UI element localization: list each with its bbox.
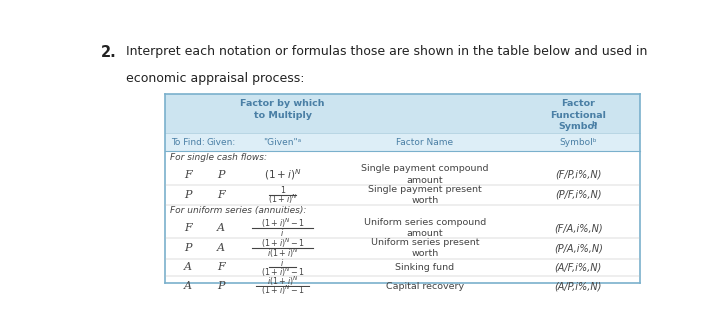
Text: Capital recovery: Capital recovery bbox=[386, 281, 464, 290]
Text: Symbolᵇ: Symbolᵇ bbox=[559, 137, 597, 147]
Text: to Multiply: to Multiply bbox=[253, 110, 312, 119]
Bar bbox=[166, 94, 639, 133]
Text: $i(1+i)^N$: $i(1+i)^N$ bbox=[266, 246, 298, 260]
Text: Functional: Functional bbox=[550, 110, 606, 119]
Text: P: P bbox=[217, 281, 225, 291]
Text: Uniform series present
worth: Uniform series present worth bbox=[371, 238, 479, 259]
Text: Given:: Given: bbox=[207, 137, 235, 147]
Text: F: F bbox=[217, 190, 225, 200]
Text: Symbol: Symbol bbox=[559, 122, 598, 131]
Text: 1: 1 bbox=[280, 185, 285, 194]
Text: (P/F,i%,N): (P/F,i%,N) bbox=[555, 190, 601, 200]
Text: F: F bbox=[217, 262, 225, 272]
Text: $(1+i)^N -1$: $(1+i)^N -1$ bbox=[261, 266, 305, 279]
Text: (A/F,i%,N): (A/F,i%,N) bbox=[554, 262, 602, 272]
Text: 2.: 2. bbox=[101, 45, 117, 60]
Text: Interpret each notation or formulas those are shown in the table below and used : Interpret each notation or formulas thos… bbox=[126, 45, 648, 58]
Bar bbox=[166, 133, 639, 151]
Text: F: F bbox=[184, 169, 192, 179]
Text: For single cash flows:: For single cash flows: bbox=[170, 153, 267, 162]
Text: Single payment present
worth: Single payment present worth bbox=[368, 185, 482, 205]
Text: Sinking fund: Sinking fund bbox=[395, 263, 454, 272]
Text: P: P bbox=[217, 169, 225, 179]
Bar bbox=[166, 94, 639, 283]
Text: Factor by which: Factor by which bbox=[240, 99, 325, 109]
Text: $(1+i)^N -1$: $(1+i)^N -1$ bbox=[261, 284, 305, 298]
Text: $i$: $i$ bbox=[280, 257, 284, 268]
Text: Single payment compound
amount: Single payment compound amount bbox=[361, 165, 489, 185]
Text: (F/P,i%,N): (F/P,i%,N) bbox=[555, 169, 601, 179]
Text: To Find:: To Find: bbox=[171, 137, 204, 147]
Text: economic appraisal process:: economic appraisal process: bbox=[126, 72, 305, 85]
Text: A: A bbox=[184, 281, 192, 291]
Text: P: P bbox=[184, 190, 192, 200]
Text: (F/A,i%,N): (F/A,i%,N) bbox=[554, 223, 603, 233]
Text: Uniform series compound
amount: Uniform series compound amount bbox=[364, 218, 486, 238]
Text: (P/A,i%,N): (P/A,i%,N) bbox=[554, 243, 603, 253]
Text: (A/P,i%,N): (A/P,i%,N) bbox=[554, 281, 602, 291]
Text: $i$: $i$ bbox=[280, 227, 284, 238]
Text: $(1+i)^N -1$: $(1+i)^N -1$ bbox=[261, 217, 305, 230]
Text: Factor Name: Factor Name bbox=[396, 137, 454, 147]
Text: b: b bbox=[591, 121, 596, 127]
Text: F: F bbox=[184, 223, 192, 233]
Text: $(1+i)^N$: $(1+i)^N$ bbox=[264, 167, 302, 182]
Text: $(1+i)^N -1$: $(1+i)^N -1$ bbox=[261, 237, 305, 251]
Text: A: A bbox=[217, 243, 225, 253]
Text: P: P bbox=[184, 243, 192, 253]
Text: A: A bbox=[184, 262, 192, 272]
Text: $i(1+i)^N$: $i(1+i)^N$ bbox=[266, 275, 298, 288]
Text: $(1+i)^N$: $(1+i)^N$ bbox=[268, 193, 297, 206]
Text: Factor: Factor bbox=[562, 99, 595, 109]
Text: For uniform series (annuities):: For uniform series (annuities): bbox=[170, 206, 306, 215]
Text: "Given"ᵃ: "Given"ᵃ bbox=[264, 137, 302, 147]
Text: A: A bbox=[217, 223, 225, 233]
